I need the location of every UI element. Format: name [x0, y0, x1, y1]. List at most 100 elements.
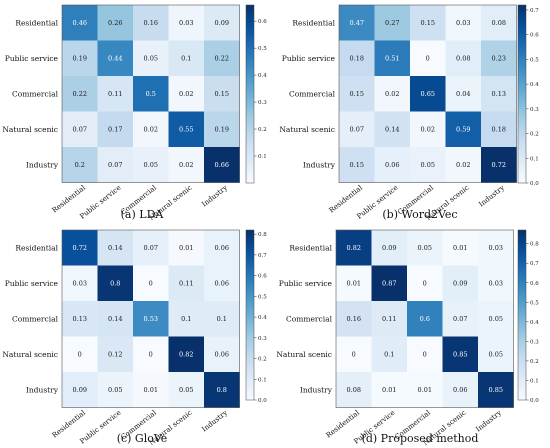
colorbar-tick-label: 0.2 — [258, 357, 267, 363]
heatmap-cell — [442, 301, 479, 337]
heatmap-cell — [339, 40, 375, 77]
row-label: Public service — [282, 54, 336, 63]
panel-caption: (a) LDA — [121, 208, 165, 221]
heatmap-cell — [374, 111, 411, 148]
heatmap-cell — [204, 265, 240, 302]
cell-value-label: 0.05 — [144, 161, 158, 169]
cell-value-label: 0.44 — [108, 55, 122, 63]
heatmap-cell — [97, 336, 134, 373]
heatmap-cell — [133, 265, 169, 302]
cell-value-label: 0.19 — [73, 55, 87, 63]
cell-value-label: 0.09 — [453, 280, 467, 288]
cell-value-label: 0.08 — [456, 55, 470, 63]
cell-value-label: 0.15 — [421, 19, 435, 27]
row-label: Commercial — [12, 89, 59, 98]
colorbar-tick-label: 0.2 — [258, 127, 267, 133]
matrix-frame — [61, 229, 240, 408]
heatmap-cell — [410, 111, 446, 148]
heatmap-cell — [97, 5, 134, 41]
heatmap-cell — [62, 265, 98, 302]
colorbar-tick-label: 0.8 — [258, 232, 267, 238]
colorbar-tick-label: 0.6 — [530, 33, 539, 39]
cell-value-label: 0.07 — [73, 126, 87, 134]
row-label: Industry — [303, 160, 336, 169]
colorbar-tick-label: 0.8 — [530, 242, 539, 248]
heatmap-cell — [97, 265, 134, 302]
colorbar-tick-label: 0.5 — [530, 300, 539, 306]
cell-value-label: 0.85 — [489, 386, 503, 394]
heatmap-cell — [133, 5, 169, 41]
colorbar-tick-label: 0.0 — [530, 181, 539, 187]
heatmap-cell — [445, 76, 482, 112]
heatmap-cell — [407, 265, 443, 302]
heatmap-cell — [62, 76, 98, 112]
heatmap-cell — [168, 301, 205, 337]
heatmap-cell — [374, 147, 411, 183]
heatmap-cell — [62, 111, 98, 148]
cell-value-label: 0.02 — [179, 90, 193, 98]
column-label: Residential — [325, 408, 362, 439]
cell-value-label: 0.07 — [350, 126, 364, 134]
heatmap-cell — [168, 265, 205, 302]
heatmap-cell — [62, 372, 98, 408]
column-label: Industry — [200, 409, 229, 434]
cell-value-label: 0.16 — [144, 19, 158, 27]
heatmap-cell — [133, 336, 169, 373]
row-label: Public service — [279, 279, 333, 288]
heatmap-cell — [371, 372, 408, 408]
cell-value-label: 0.11 — [108, 90, 122, 98]
cell-value-label: 0.01 — [453, 244, 467, 252]
heatmap-cell — [445, 147, 482, 183]
cell-value-label: 0.16 — [347, 315, 361, 323]
row-label: Public service — [5, 54, 59, 63]
row-label: Natural scenic — [2, 125, 58, 134]
cell-value-label: 0.22 — [73, 90, 87, 98]
colorbar-tick-label: 0.2 — [530, 359, 539, 365]
cell-value-label: 0.27 — [385, 19, 399, 27]
cell-value-label: 0.26 — [108, 19, 122, 27]
heatmap-cell — [374, 40, 411, 77]
heatmap-cell — [204, 40, 240, 77]
cell-value-label: 0.14 — [108, 244, 122, 252]
cell-value-label: 0.02 — [421, 126, 435, 134]
cell-value-label: 0.18 — [492, 126, 506, 134]
cell-value-label: 0.05 — [489, 351, 503, 359]
heatmap-cell — [336, 372, 372, 408]
heatmap-cell — [374, 5, 411, 41]
cell-value-label: 0.13 — [492, 90, 506, 98]
heatmap-cell — [478, 265, 514, 302]
cell-value-label: 0.19 — [215, 126, 229, 134]
heatmap-cell — [442, 230, 479, 266]
heatmap-cell — [168, 230, 205, 266]
colorbar-tick-label: 0.1 — [258, 154, 267, 160]
heatmap-cell — [336, 301, 372, 337]
cell-value-label: 0 — [352, 351, 356, 359]
heatmap-cell — [410, 147, 446, 183]
cell-value-label: 0.12 — [108, 351, 122, 359]
heatmap-cell — [204, 372, 240, 408]
cell-value-label: 0.06 — [215, 351, 229, 359]
heatmap-cell — [339, 147, 375, 183]
cell-value-label: 0.87 — [382, 280, 396, 288]
column-label: Residential — [328, 183, 365, 214]
heatmap-cell — [97, 147, 134, 183]
cell-value-label: 0.06 — [453, 386, 467, 394]
cell-value-label: 0.66 — [215, 161, 229, 169]
cell-value-label: 0.1 — [181, 315, 191, 323]
cell-value-label: 0.06 — [385, 161, 399, 169]
cell-value-label: 0.8 — [217, 386, 227, 394]
row-label: Industry — [26, 160, 59, 169]
heatmap-cell — [204, 301, 240, 337]
row-label: Natural scenic — [279, 125, 335, 134]
cell-value-label: 0.15 — [350, 161, 364, 169]
heatmap-cell — [339, 76, 375, 112]
cell-value-label: 0.17 — [108, 126, 122, 134]
heatmap-cell — [204, 76, 240, 112]
cell-value-label: 0.8 — [110, 280, 120, 288]
colorbar-tick-label: 0.7 — [530, 261, 539, 267]
heatmap-cell — [133, 40, 169, 77]
colorbar-tick-label: 0.0 — [530, 398, 539, 404]
heatmap-cell — [168, 5, 205, 41]
row-label: Industry — [26, 385, 59, 394]
colorbar — [517, 229, 527, 401]
